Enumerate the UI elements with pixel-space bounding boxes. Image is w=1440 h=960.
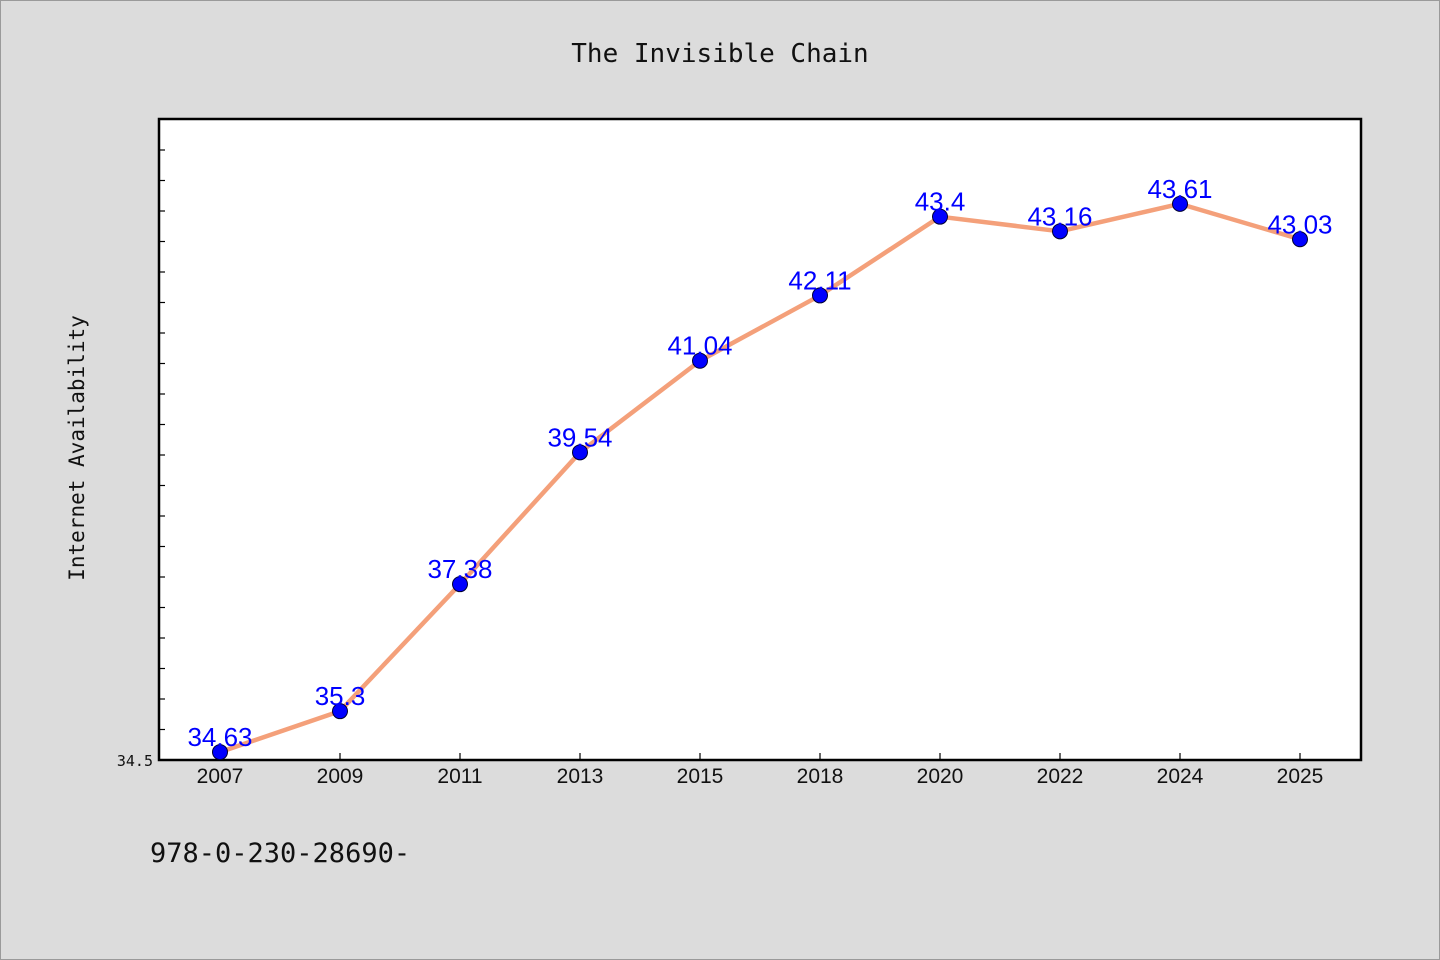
data-label: 39.54	[547, 422, 612, 452]
data-label: 35.3	[315, 681, 366, 711]
data-label: 37.38	[427, 554, 492, 584]
x-tick-label: 2015	[677, 765, 724, 788]
data-label: 41.04	[667, 331, 732, 361]
data-point-marker	[572, 444, 588, 461]
data-point-marker	[452, 576, 468, 593]
data-label: 34.63	[187, 722, 252, 752]
plot-area	[157, 117, 1363, 762]
x-tick-label: 2013	[557, 765, 604, 788]
series-markers	[212, 195, 1308, 761]
data-point-marker	[1052, 223, 1068, 240]
y-axis-ticks	[159, 149, 165, 761]
y-tick-label: 34.5	[117, 752, 153, 770]
x-tick-label: 2020	[917, 765, 964, 788]
x-tick-label: 2022	[1037, 765, 1084, 788]
x-tick-label: 2009	[317, 765, 364, 788]
data-label: 43.61	[1147, 174, 1212, 204]
data-point-marker	[692, 352, 708, 369]
x-tick-label: 2011	[437, 765, 482, 788]
x-axis-tick-labels: 2007 2009 2011 2013 2015 2018 2020 2022 2024 2025	[197, 765, 1324, 788]
data-label: 42.11	[788, 265, 851, 295]
data-label: 43.4	[915, 187, 966, 217]
x-tick-label: 2025	[1277, 765, 1324, 788]
x-tick-label: 2024	[1157, 765, 1204, 788]
x-tick-label: 2007	[197, 765, 244, 788]
series-line	[217, 201, 1303, 755]
data-point-marker	[212, 744, 228, 761]
data-label: 43.16	[1027, 201, 1092, 231]
data-point-marker	[812, 287, 828, 304]
footer-code: 978-0-230-28690-	[150, 838, 410, 869]
y-axis-tick-labels: 34.5	[117, 752, 153, 770]
data-point-marker	[1292, 231, 1308, 248]
x-tick-label: 2018	[797, 765, 844, 788]
data-point-marker	[332, 703, 348, 720]
data-label: 43.03	[1267, 209, 1332, 239]
y-axis-label: Internet Availability	[65, 315, 89, 581]
data-point-marker	[1172, 195, 1188, 212]
data-point-marker	[932, 208, 948, 225]
data-labels: 34.63 35.3 37.38 39.54 41.04 42.11 43.4 43.16 43…	[187, 174, 1332, 752]
chart-title: The Invisible Chain	[571, 39, 868, 69]
